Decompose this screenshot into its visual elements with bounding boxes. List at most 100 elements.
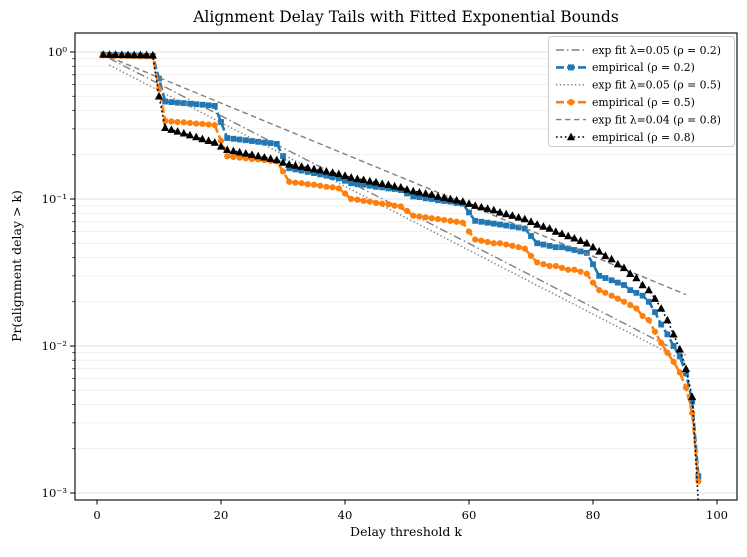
circle-marker [397,203,404,210]
triangle-marker [564,231,573,240]
square-marker [373,183,379,190]
triangle-marker [309,164,319,173]
square-marker [261,139,268,146]
square-marker [509,223,516,230]
square-marker [652,309,658,316]
circle-marker [360,197,367,205]
square-marker [441,198,448,204]
square-marker [379,184,386,191]
circle-marker [583,270,590,277]
triangle-marker [514,212,523,221]
triangle-marker [223,145,232,154]
triangle-marker [483,204,492,212]
square-marker [187,100,193,107]
y-tick-label: 10⁰ [48,45,68,59]
square-marker [354,181,361,188]
circle-marker [155,85,163,93]
square-marker [614,279,621,286]
circle-marker [627,301,634,309]
legend-label: exp fit λ=0.05 (ρ = 0.5) [592,79,721,92]
square-marker [199,101,206,108]
legend-label: empirical (ρ = 0.5) [592,96,695,109]
circle-marker [310,181,318,188]
circle-marker [341,190,349,197]
triangle-marker [421,189,430,197]
triangle-marker [384,180,393,188]
triangle-marker [675,344,684,353]
square-marker [236,136,243,143]
triangle-marker [619,263,629,272]
square-marker [168,99,175,106]
square-marker [559,244,565,251]
triangle-marker [669,329,678,338]
triangle-marker [192,132,201,141]
triangle-marker [123,50,133,59]
legend-label: exp fit λ=0.04 (ρ = 0.8) [592,113,721,126]
square-marker [267,140,274,147]
circle-marker [211,122,218,129]
triangle-marker [229,146,238,155]
x-axis-label: Delay threshold k [350,524,462,539]
triangle-marker [154,91,164,100]
triangle-marker [210,138,219,146]
triangle-marker [322,167,331,175]
square-marker [404,190,410,197]
x-tick-label: 80 [586,508,601,522]
legend-circle-marker [567,99,575,106]
square-marker [273,141,280,147]
circle-marker [205,121,212,128]
circle-marker [286,178,293,185]
circle-marker [323,183,330,190]
triangle-marker [247,150,257,158]
square-marker [577,248,584,255]
square-marker [416,194,423,201]
triangle-marker [185,130,195,139]
square-marker [162,98,169,105]
triangle-marker [303,163,312,172]
triangle-marker [272,155,281,164]
triangle-marker [613,259,622,268]
triangle-marker [607,254,616,263]
circle-marker [242,155,249,162]
circle-marker [217,137,225,144]
square-marker [608,277,615,284]
triangle-marker [117,50,126,59]
triangle-marker [216,141,226,150]
circle-marker [168,118,175,125]
triangle-marker [173,127,182,135]
triangle-marker [179,128,188,137]
square-marker [484,219,491,226]
square-marker [627,287,634,294]
y-tick-label: 10⁻³ [42,486,68,500]
square-marker [174,99,181,106]
square-marker [317,171,324,178]
triangle-marker [130,50,139,59]
circle-marker [527,252,535,260]
circle-marker [682,384,690,391]
triangle-marker [433,192,443,200]
triangle-marker [297,162,306,170]
triangle-marker [328,168,337,176]
circle-marker [484,238,491,246]
triangle-marker [638,280,647,289]
square-marker [546,242,553,249]
triangle-marker [105,50,114,58]
circle-marker [676,369,683,376]
triangle-marker [545,224,554,232]
circle-marker [670,358,677,365]
square-marker [664,331,671,338]
triangle-marker [452,195,461,204]
square-marker [366,182,373,189]
square-marker [242,137,249,144]
circle-marker [304,181,311,188]
legend-square-marker [568,64,574,71]
axis-tick-labels: 0 20 40 60 80 100 10⁰ 10⁻¹ 10⁻² 10⁻³ [42,45,728,522]
square-marker [410,193,417,200]
circle-marker [651,328,659,335]
square-marker [280,153,286,159]
circle-marker [664,349,671,356]
square-marker [552,244,559,251]
triangle-marker [495,208,505,216]
circle-marker [416,213,423,220]
